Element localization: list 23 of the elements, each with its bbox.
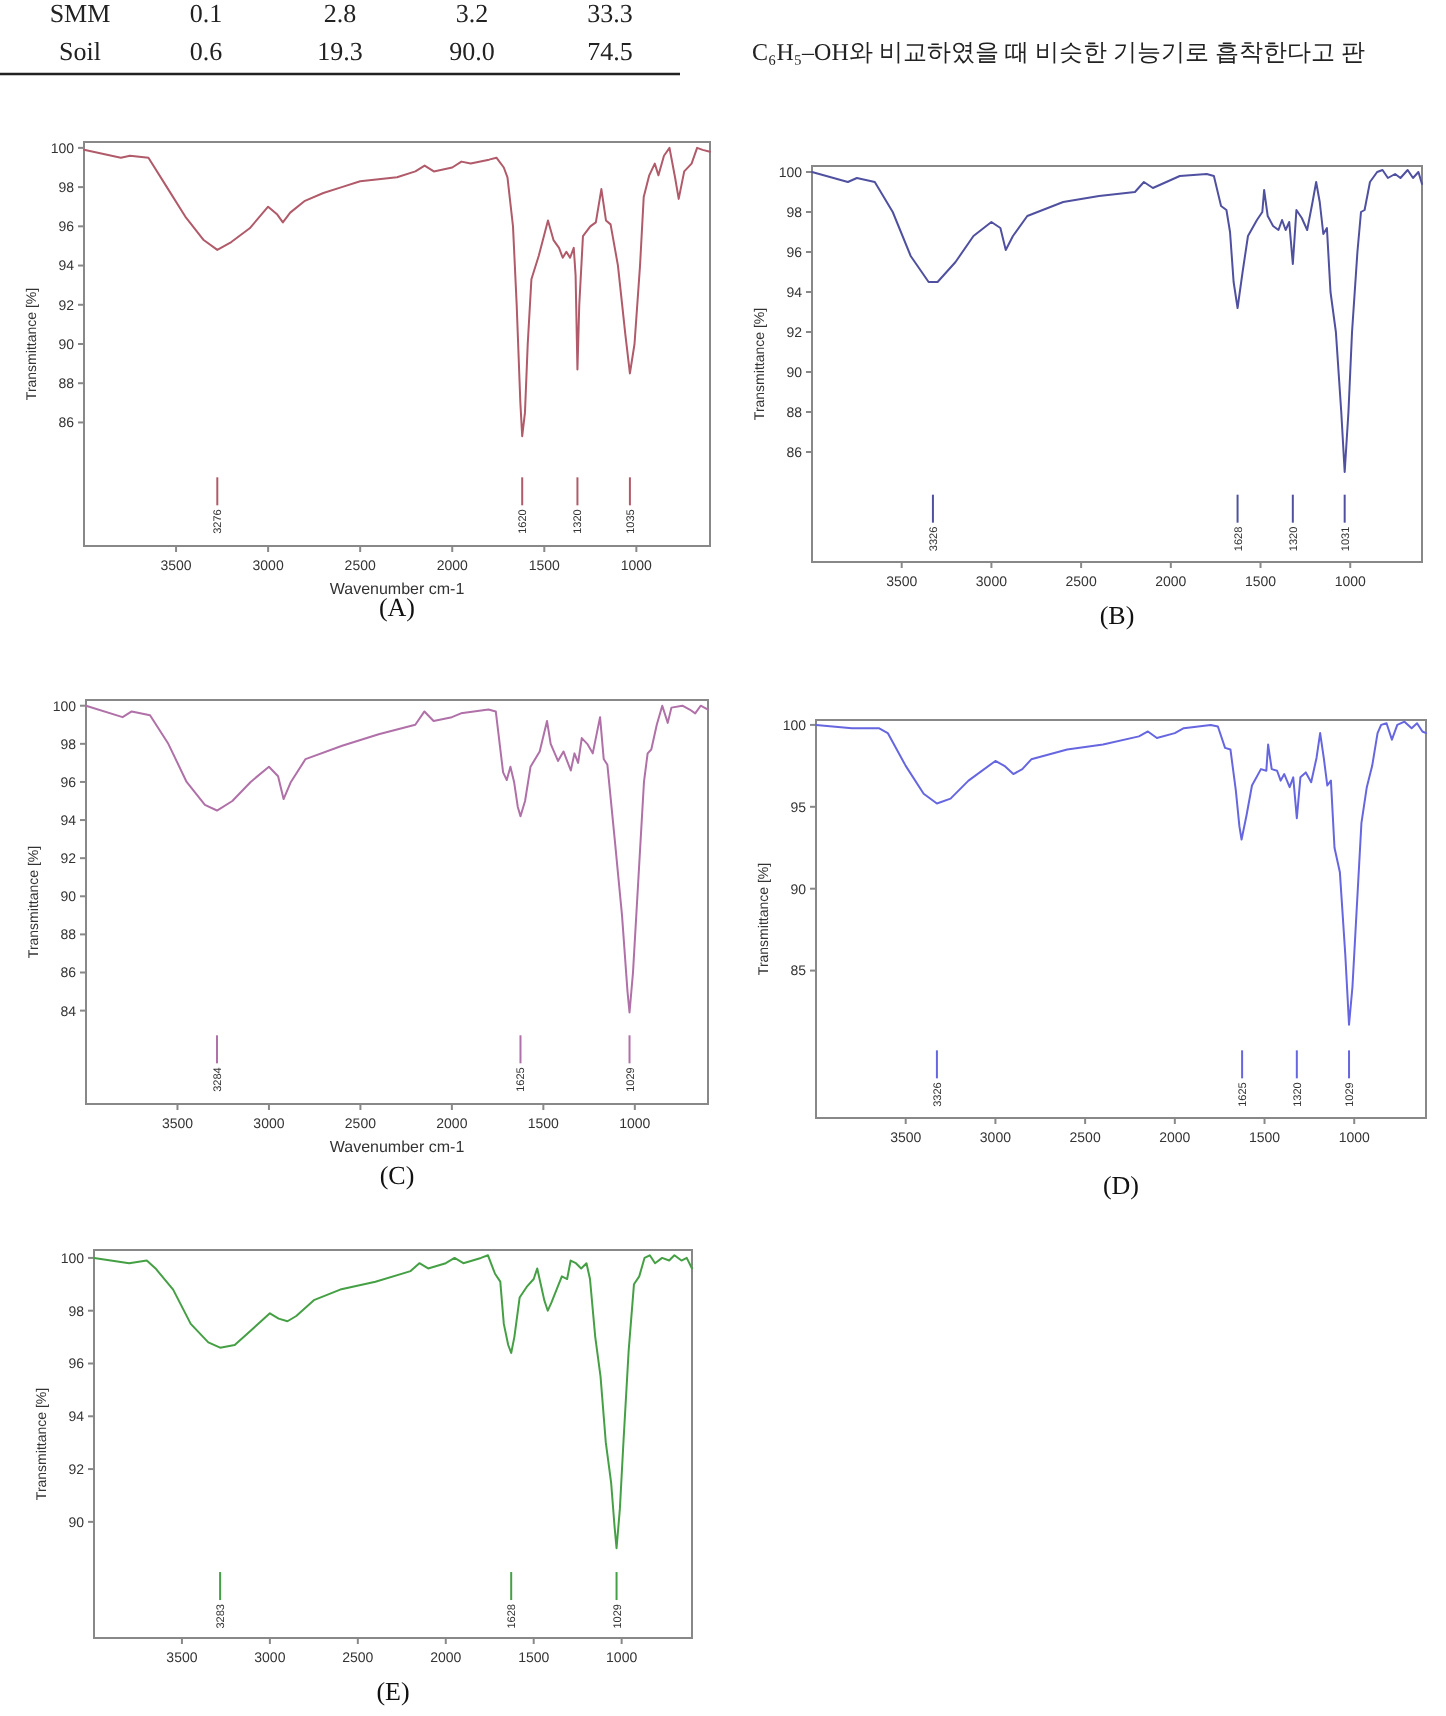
text: 19.3 (317, 36, 363, 66)
line-series (93, 1254, 693, 1550)
line-series (83, 146, 711, 438)
text: 0.1 (189, 0, 223, 28)
text: 33.3 (587, 0, 633, 28)
x-axis-title: Wavenumber cm-1 (329, 1138, 466, 1156)
line-series (85, 704, 709, 1014)
text: 0.6 (189, 36, 224, 66)
text: (A) (378, 592, 416, 622)
text: C₆H₅–OH와 비교하였을 때 비슷한 기능기로 흡착한다고 판 (752, 38, 1365, 66)
line-series (811, 169, 1423, 473)
text: (B) (1099, 600, 1135, 630)
line-series (815, 720, 1427, 1026)
text: (C) (379, 1160, 415, 1190)
text: 2.8 (323, 0, 357, 28)
text: SMM (49, 0, 112, 28)
text: (D) (1102, 1170, 1140, 1200)
x-axis-title: Wavenumber cm-1 (329, 580, 466, 598)
text: 3.2 (455, 0, 489, 28)
text: Soil (59, 36, 102, 66)
text: (E) (376, 1676, 410, 1706)
text: 74.5 (587, 36, 633, 66)
text: 90.0 (449, 36, 495, 66)
